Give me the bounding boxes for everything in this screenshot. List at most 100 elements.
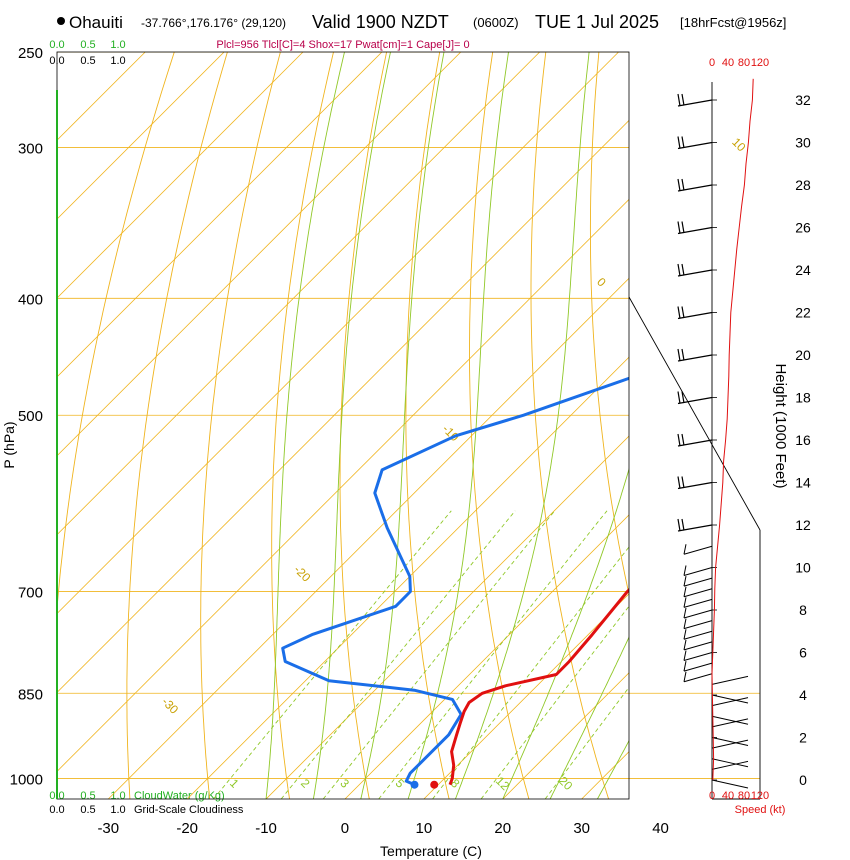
speed-tick-label: 120 bbox=[751, 57, 769, 69]
isotherm-line bbox=[57, 52, 462, 457]
temperature-tick-label: -10 bbox=[255, 820, 277, 837]
moist-adiabat bbox=[502, 467, 629, 799]
wind-barb bbox=[677, 391, 713, 405]
isotherm-line bbox=[57, 119, 629, 694]
moist-adiabat bbox=[407, 52, 509, 799]
speed-tick-label: 0 bbox=[709, 790, 715, 802]
wind-barb bbox=[711, 675, 749, 685]
mixing-ratio-label: 12 bbox=[493, 774, 513, 794]
height-tick-label: 14 bbox=[795, 475, 811, 491]
isotherm-line bbox=[57, 52, 619, 615]
mixing-ratio-line bbox=[322, 510, 556, 799]
isotherm-line bbox=[107, 277, 629, 799]
dry-adiabat bbox=[648, 52, 768, 799]
moist-adiabat bbox=[597, 739, 629, 799]
speed-tick-label: 120 bbox=[751, 790, 769, 802]
mixing-ratio-line bbox=[480, 605, 629, 799]
temperature-tick-label: -20 bbox=[176, 820, 198, 837]
wind-barb bbox=[711, 718, 749, 728]
station-dot bbox=[57, 17, 65, 25]
moist-adiabat bbox=[549, 636, 629, 799]
wind-speed-profile bbox=[711, 78, 754, 781]
temperature-tick-label: -30 bbox=[97, 820, 119, 837]
cloudwater-tick-top: 1.0 bbox=[110, 39, 125, 51]
cloudwater-tick-bottom: 0.5 bbox=[80, 790, 95, 802]
height-tick-label: 16 bbox=[795, 432, 811, 448]
wind-barb bbox=[683, 650, 713, 661]
isotherm-line bbox=[265, 435, 629, 799]
isotherm-line bbox=[739, 52, 850, 799]
dry-adiabat bbox=[126, 52, 228, 799]
speed-tick-label: 80 bbox=[738, 57, 750, 69]
pressure-tick-label: 850 bbox=[18, 686, 43, 703]
wind-barb bbox=[677, 433, 713, 447]
station-name: Ohauiti bbox=[69, 13, 123, 32]
cloudwater-label: CloudWater (g/Kg) bbox=[134, 790, 225, 802]
height-tick-label: 4 bbox=[799, 687, 807, 703]
wind-barb bbox=[677, 93, 713, 107]
wind-barb bbox=[683, 597, 713, 608]
plot-frame bbox=[56, 51, 630, 800]
isotherm-line bbox=[57, 198, 629, 772]
surface-temp-marker bbox=[430, 780, 439, 789]
pressure-tick-label: 300 bbox=[18, 141, 43, 158]
speed-tick-label: 40 bbox=[722, 57, 734, 69]
pressure-tick-label: 250 bbox=[18, 45, 43, 62]
pressure-tick-label: 1000 bbox=[10, 771, 43, 788]
pressure-tick-label: 700 bbox=[18, 585, 43, 602]
wind-barb bbox=[677, 221, 713, 235]
wind-barb bbox=[683, 671, 713, 683]
wind-barb bbox=[677, 178, 713, 192]
temperature-tick-label: 30 bbox=[573, 820, 590, 837]
wind-barb bbox=[683, 639, 713, 651]
pressure-tick-label: 400 bbox=[18, 291, 43, 308]
wind-barb bbox=[683, 576, 713, 587]
mixing-ratio-line bbox=[432, 546, 629, 799]
utc-time: (0600Z) bbox=[473, 15, 519, 30]
y-axis-label: P (hPa) bbox=[1, 421, 17, 468]
temperature-tick-label: 40 bbox=[652, 820, 669, 837]
wind-barb bbox=[683, 661, 713, 672]
height-tick-label: 12 bbox=[795, 517, 811, 533]
mixing-ratio-line bbox=[544, 686, 629, 799]
wind-barb bbox=[711, 758, 749, 768]
cloudiness-tick-top: 0.5 bbox=[80, 55, 95, 67]
mixing-ratio-line bbox=[280, 510, 516, 799]
dry-adiabat bbox=[200, 52, 281, 799]
cloudiness-tick-bottom: 0.0 bbox=[49, 804, 64, 816]
wind-barb bbox=[711, 715, 749, 725]
wind-barb bbox=[711, 697, 749, 707]
height-tick-label: 32 bbox=[795, 92, 811, 108]
wind-barb bbox=[683, 565, 713, 576]
wind-barb bbox=[711, 737, 749, 746]
height-tick-label: 18 bbox=[795, 390, 811, 406]
isotherm-line bbox=[186, 356, 629, 799]
isotherm-line bbox=[57, 52, 540, 536]
x-axis-label: Temperature (C) bbox=[380, 843, 482, 859]
temperature-tick-label: 10 bbox=[416, 820, 433, 837]
height-tick-label: 22 bbox=[795, 305, 811, 321]
wind-barb bbox=[683, 629, 713, 640]
wind-barb bbox=[677, 348, 713, 362]
dry-adiabat bbox=[811, 52, 850, 799]
forecast-date: TUE 1 Jul 2025 bbox=[535, 12, 659, 32]
cloudiness-label: Grid-Scale Cloudiness bbox=[134, 804, 244, 816]
wind-barb bbox=[677, 136, 713, 150]
moist-adiabat bbox=[312, 52, 391, 799]
height-tick-label: 30 bbox=[795, 135, 811, 151]
isotherm-line bbox=[57, 52, 304, 299]
wind-barb bbox=[683, 586, 713, 598]
speed-axis-label: Speed (kt) bbox=[735, 804, 786, 816]
height-tick-label: 8 bbox=[799, 602, 807, 618]
wind-barb bbox=[677, 518, 713, 532]
surface-dewpoint-marker bbox=[410, 780, 419, 789]
temperature-profile bbox=[448, 587, 629, 786]
isotherm-line bbox=[344, 514, 629, 799]
wind-barb bbox=[711, 694, 749, 704]
cloudiness-tick-bottom: 1.0 bbox=[110, 804, 125, 816]
speed-tick-label: 80 bbox=[738, 790, 750, 802]
isotherm-label: 10 bbox=[729, 135, 749, 155]
temperature-tick-label: 0 bbox=[341, 820, 349, 837]
height-tick-label: 28 bbox=[795, 177, 811, 193]
